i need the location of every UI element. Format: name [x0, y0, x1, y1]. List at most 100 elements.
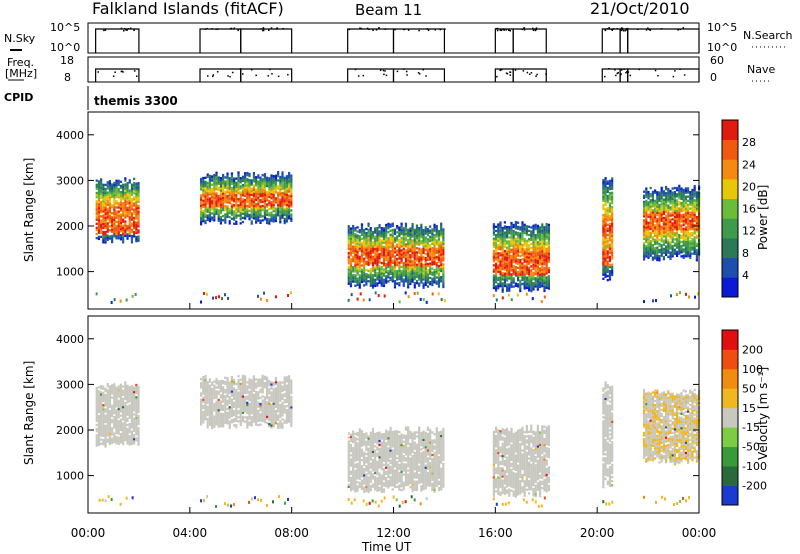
echo-cell: [499, 283, 501, 285]
ground-scatter-cell: [438, 292, 440, 295]
echo-cell: [510, 257, 512, 259]
echo-cell: [107, 200, 109, 202]
echo-cell: [504, 277, 506, 279]
echo-cell: [643, 213, 645, 215]
echo-cell: [118, 229, 120, 231]
echo-cell: [674, 207, 676, 209]
echo-cell: [392, 229, 394, 231]
echo-cell: [348, 246, 350, 248]
echo-cell: [541, 266, 543, 268]
echo-cell: [359, 231, 361, 233]
echo-cell: [658, 232, 660, 234]
echo-cell: [602, 189, 604, 191]
echo-cell: [215, 209, 217, 211]
echo-cell: [222, 174, 224, 176]
echo-cell: [96, 184, 98, 186]
echo-cell: [226, 172, 228, 174]
nsky-point: [524, 29, 526, 31]
echo-cell: [535, 255, 537, 257]
echo-cell: [96, 393, 98, 395]
echo-cell: [515, 272, 517, 274]
echo-cell: [113, 227, 115, 229]
echo-cell: [407, 286, 409, 288]
echo-cell: [370, 235, 372, 237]
echo-cell: [416, 257, 418, 259]
echo-cell: [279, 190, 281, 192]
echo-cell: [352, 256, 354, 258]
echo-cell: [674, 199, 676, 201]
echo-cell: [372, 280, 374, 282]
echo-cell: [683, 257, 685, 259]
nsky-point: [263, 27, 265, 29]
echo-cell: [691, 203, 693, 205]
echo-cell: [543, 267, 545, 269]
echo-cell: [394, 251, 396, 253]
echo-cell: [499, 281, 501, 283]
echo-cell: [359, 260, 361, 262]
echo-cell: [96, 414, 98, 416]
echo-cell: [122, 406, 124, 408]
echo-cell: [281, 202, 283, 204]
echo-cell: [348, 242, 350, 244]
echo-cell: [120, 427, 122, 429]
echo-cell: [378, 241, 380, 243]
echo-cell: [427, 257, 429, 259]
echo-cell: [109, 424, 111, 426]
echo-cell: [389, 240, 391, 242]
echo-cell: [96, 410, 98, 412]
echo-cell: [235, 188, 237, 190]
echo-cell: [262, 215, 264, 217]
echo-cell: [436, 264, 438, 266]
echo-cell: [115, 237, 117, 239]
echo-cell: [118, 227, 120, 229]
echo-cell: [111, 183, 113, 185]
echo-cell: [645, 200, 647, 202]
echo-cell: [663, 192, 665, 194]
echo-cell: [118, 432, 120, 434]
nsky-point: [206, 28, 208, 30]
nave-point: [97, 71, 99, 73]
echo-cell: [661, 215, 663, 217]
echo-cell: [107, 428, 109, 430]
echo-cell: [259, 183, 261, 185]
echo-cell: [394, 274, 396, 276]
echo-cell: [200, 221, 202, 223]
echo-cell: [209, 218, 211, 220]
echo-cell: [394, 266, 396, 268]
echo-cell: [284, 222, 286, 224]
echo-cell: [104, 417, 106, 419]
echo-cell: [131, 414, 133, 416]
echo-cell: [532, 255, 534, 257]
echo-cell: [118, 196, 120, 198]
echo-cell: [528, 271, 530, 273]
echo-cell: [100, 434, 102, 436]
echo-cell: [680, 249, 682, 251]
echo-cell: [532, 237, 534, 239]
echo-cell: [418, 270, 420, 272]
echo-cell: [290, 195, 292, 197]
ground-scatter-cell: [676, 293, 678, 296]
echo-cell: [226, 209, 228, 211]
echo-cell: [602, 228, 604, 230]
echo-cell: [689, 234, 691, 236]
echo-cell: [665, 225, 667, 227]
echo-cell: [124, 202, 126, 204]
echo-cell: [96, 436, 98, 438]
echo-cell: [387, 276, 389, 278]
echo-cell: [521, 223, 523, 225]
echo-cell: [517, 234, 519, 236]
echo-cell: [398, 263, 400, 265]
echo-cell: [111, 218, 113, 220]
echo-cell: [611, 239, 613, 241]
echo-cell: [129, 194, 131, 196]
echo-cell: [131, 424, 133, 426]
echo-cell: [96, 200, 98, 202]
echo-cell: [409, 277, 411, 279]
echo-cell: [257, 203, 259, 205]
echo-cell: [411, 274, 413, 276]
echo-cell: [131, 389, 133, 391]
echo-cell: [102, 198, 104, 200]
echo-cell: [361, 223, 363, 225]
echo-cell: [541, 269, 543, 271]
echo-cell: [607, 244, 609, 246]
